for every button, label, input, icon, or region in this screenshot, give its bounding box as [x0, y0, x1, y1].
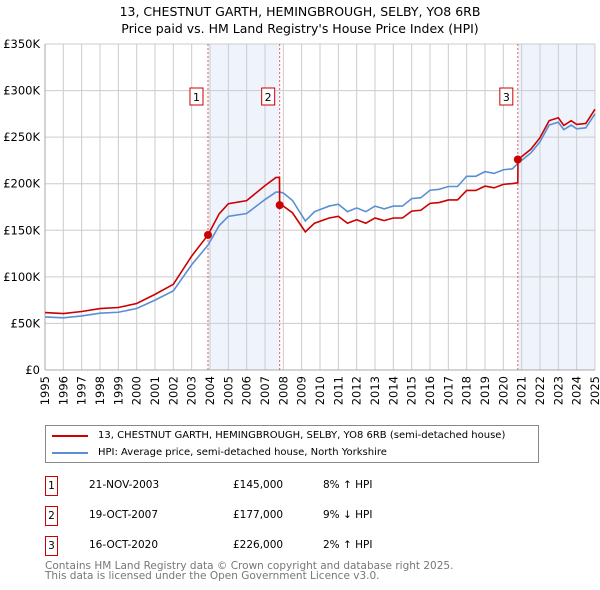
x-tick-label: 2014 — [386, 376, 400, 405]
sale-row: 2 19-OCT-2007 £177,000 9% ↓ HPI — [45, 506, 545, 526]
sale-label: 1 — [193, 91, 200, 104]
y-tick-label: £300K — [3, 84, 40, 98]
x-tick-label: 2023 — [551, 376, 565, 405]
x-tick-label: 2001 — [148, 376, 162, 405]
x-tick-label: 1999 — [111, 376, 125, 405]
y-tick-label: £150K — [3, 223, 40, 237]
x-tick-label: 2020 — [496, 376, 510, 405]
x-tick-label: 2025 — [588, 376, 600, 405]
x-tick-label: 1995 — [38, 376, 52, 405]
y-tick-label: £350K — [3, 37, 40, 51]
sale-row: 3 16-OCT-2020 £226,000 2% ↑ HPI — [45, 536, 545, 556]
price-chart: £0 £50K £100K £150K £200K £250K £300K £350K 1995… — [3, 37, 600, 405]
sale-hpi: 2% ↑ HPI — [323, 539, 373, 551]
sale-label-box — [261, 87, 276, 106]
y-tick-label: £200K — [3, 177, 40, 191]
x-tick-label: 2002 — [166, 376, 180, 405]
x-tick-label: 2003 — [185, 376, 199, 405]
sale-label-box — [499, 87, 514, 106]
legend-label: 13, CHESTNUT GARTH, HEMINGBROUGH, SELBY,… — [98, 430, 506, 441]
legend-swatch-blue — [52, 451, 88, 454]
x-tick-label: 1998 — [93, 376, 107, 405]
chart-title: 13, CHESTNUT GARTH, HEMINGBROUGH, SELBY,… — [119, 4, 481, 19]
shaded-period — [517, 44, 595, 370]
y-tick-label: £0 — [25, 363, 40, 377]
footer-licence: This data is licensed under the Open Gov… — [45, 570, 380, 582]
x-tick-label: 2009 — [295, 376, 309, 405]
sale-hpi: 8% ↑ HPI — [323, 479, 373, 491]
sale-price: £226,000 — [233, 539, 284, 551]
x-tick-label: 2004 — [203, 376, 217, 405]
x-tick-label: 2005 — [221, 376, 235, 405]
sale-date: 19-OCT-2007 — [89, 509, 158, 521]
x-tick-label: 1997 — [75, 376, 89, 405]
sale-point — [203, 230, 212, 239]
sale-label: 2 — [265, 91, 272, 104]
sale-date: 16-OCT-2020 — [89, 539, 158, 551]
y-tick-label: £50K — [11, 316, 41, 330]
sale-row: 1 21-NOV-2003 £145,000 8% ↑ HPI — [45, 476, 545, 496]
x-tick-label: 2010 — [313, 376, 327, 405]
x-tick-label: 2007 — [258, 376, 272, 405]
x-tick-label: 2016 — [423, 376, 437, 405]
footer: Contains HM Land Registry data © Crown c… — [45, 560, 454, 582]
hpi-line — [44, 113, 596, 319]
sale-point — [513, 155, 522, 164]
sale-number: 3 — [45, 536, 58, 556]
legend: 13, CHESTNUT GARTH, HEMINGBROUGH, SELBY,… — [45, 425, 539, 463]
property-price-line — [44, 108, 596, 315]
sale-date: 21-NOV-2003 — [89, 479, 160, 491]
x-tick-label: 2008 — [276, 376, 290, 405]
sale-number: 2 — [45, 506, 58, 526]
x-tick-label: 2013 — [368, 376, 382, 405]
sale-point — [275, 201, 284, 210]
sale-number: 1 — [45, 476, 58, 496]
sale-hpi: 9% ↓ HPI — [323, 509, 373, 521]
y-tick-label: £250K — [3, 130, 40, 144]
x-tick-label: 2011 — [331, 376, 345, 405]
x-tick-label: 2021 — [515, 376, 529, 405]
sale-label-box — [189, 87, 204, 106]
footer-copyright: Contains HM Land Registry data © Crown c… — [45, 560, 454, 572]
legend-swatch-red — [52, 434, 88, 437]
x-tick-label: 2024 — [570, 376, 584, 405]
x-tick-label: 1996 — [56, 376, 70, 405]
x-tick-label: 2006 — [240, 376, 254, 405]
x-tick-label: 2000 — [130, 376, 144, 405]
x-tick-label: 2019 — [478, 376, 492, 405]
legend-label: HPI: Average price, semi-detached house,… — [98, 447, 387, 458]
legend-item-property: 13, CHESTNUT GARTH, HEMINGBROUGH, SELBY,… — [52, 430, 505, 441]
sale-label: 3 — [503, 91, 510, 104]
x-tick-label: 2022 — [533, 376, 547, 405]
chart-subtitle: Price paid vs. HM Land Registry's House … — [121, 21, 479, 36]
x-tick-label: 2018 — [460, 376, 474, 405]
x-tick-label: 2015 — [405, 376, 419, 405]
x-tick-label: 2012 — [350, 376, 364, 405]
sale-price: £145,000 — [233, 479, 284, 491]
legend-item-hpi: HPI: Average price, semi-detached house,… — [52, 447, 387, 458]
x-tick-label: 2017 — [441, 376, 455, 405]
sale-price: £177,000 — [233, 509, 284, 521]
y-tick-label: £100K — [3, 270, 40, 284]
